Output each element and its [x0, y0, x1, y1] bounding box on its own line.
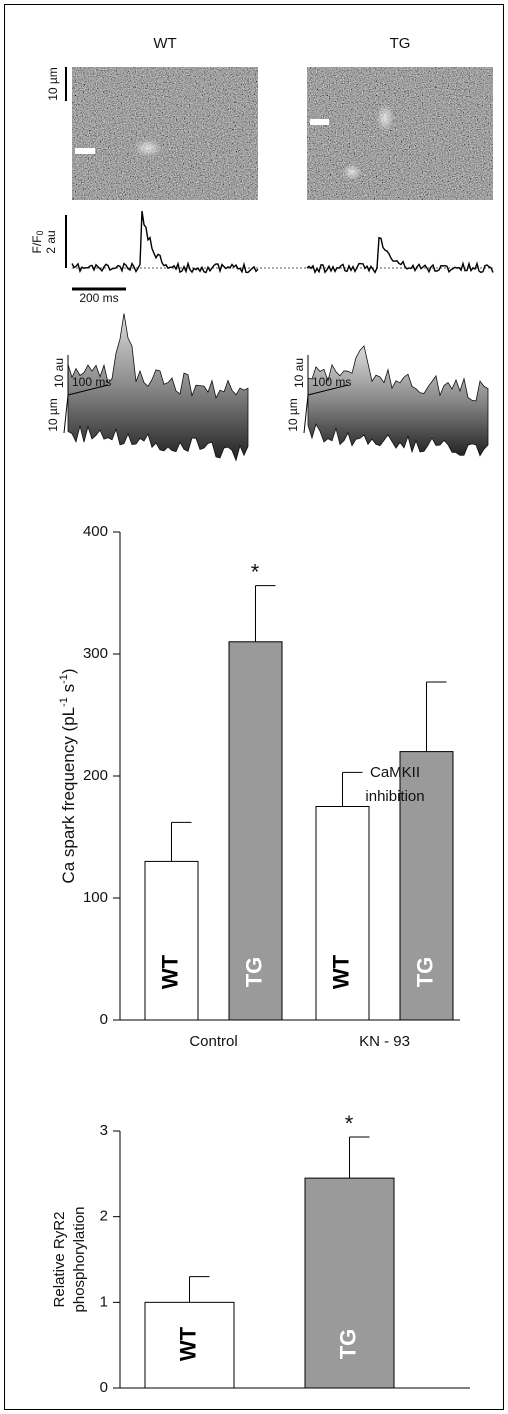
annotation: *: [251, 559, 260, 584]
scale-label: 100 ms: [72, 375, 111, 389]
ff0: F/F: [30, 236, 44, 254]
y-axis-label: phosphorylation: [71, 1207, 88, 1313]
scale-label: 10 µm: [286, 398, 300, 432]
spark: [134, 139, 162, 157]
scale-label: 10 µm: [46, 398, 60, 432]
surface-plot: [67, 313, 249, 462]
linescan-noise: [72, 67, 258, 200]
axis: [67, 384, 109, 396]
linescan-noise: [307, 67, 493, 200]
panel-a: 10 µm WT TG F/F0 2 au 200 ms 10 au 100 ms…: [30, 35, 493, 462]
scale-label: 10 au: [292, 358, 306, 388]
y-label-part: -1: [58, 697, 70, 707]
y-tick-label: 0: [100, 1379, 108, 1396]
y-tick-label: 1: [100, 1293, 108, 1310]
spark: [342, 164, 362, 180]
y-label-part: Ca spark frequency (pL: [59, 707, 78, 884]
scale-label: F/F0: [30, 230, 45, 253]
bar: [399, 751, 454, 1021]
annotation: CaMKII: [370, 764, 420, 781]
annotation: inhibition: [365, 788, 424, 805]
bar-label: TG: [241, 957, 266, 988]
x-tick-label: KN - 93: [359, 1033, 410, 1050]
y-axis-label: Ca spark frequency (pL-1 s-1): [58, 668, 79, 883]
bar-label: TG: [335, 1329, 360, 1360]
scale-label: 2 au: [44, 230, 58, 253]
bar: [144, 860, 199, 1021]
y-axis-label: Relative RyR2: [51, 1212, 68, 1308]
scale-label: 10 au: [52, 358, 66, 388]
y-label-part: -1: [58, 674, 70, 684]
frame: [4, 4, 504, 1410]
surface-plot: [307, 345, 489, 457]
bar: [228, 641, 283, 1021]
bar-label: WT: [175, 1326, 200, 1361]
y-label-part: s: [59, 684, 78, 697]
y-tick-label: 200: [83, 767, 108, 784]
y-label-part: ): [59, 668, 78, 674]
bar: [315, 806, 370, 1021]
trace: [71, 210, 259, 274]
y-tick-label: 400: [83, 523, 108, 540]
bar: [144, 1301, 235, 1389]
marker: [75, 148, 95, 154]
y-tick-label: 3: [100, 1122, 108, 1139]
y-tick-label: 0: [100, 1011, 108, 1028]
bar-label: WT: [157, 954, 182, 989]
marker: [310, 119, 329, 125]
bar-label: TG: [412, 957, 437, 988]
y-tick-label: 2: [100, 1208, 108, 1225]
axis: [303, 394, 309, 434]
axis: [63, 394, 69, 434]
axis: [307, 384, 349, 396]
panel-label: WT: [153, 35, 176, 52]
spark: [376, 104, 394, 132]
bar-label: WT: [328, 954, 353, 989]
annotation: *: [345, 1111, 354, 1136]
y-tick-label: 300: [83, 645, 108, 662]
scale-label: 10 µm: [46, 67, 60, 101]
trace: [306, 236, 494, 274]
scale-label: 100 ms: [312, 375, 351, 389]
y-tick-label: 100: [83, 889, 108, 906]
panel-label: TG: [390, 35, 411, 52]
scale-label: 200 ms: [79, 291, 118, 305]
bar: [304, 1177, 395, 1389]
ff0-sub: 0: [35, 230, 45, 235]
x-tick-label: Control: [189, 1033, 237, 1050]
